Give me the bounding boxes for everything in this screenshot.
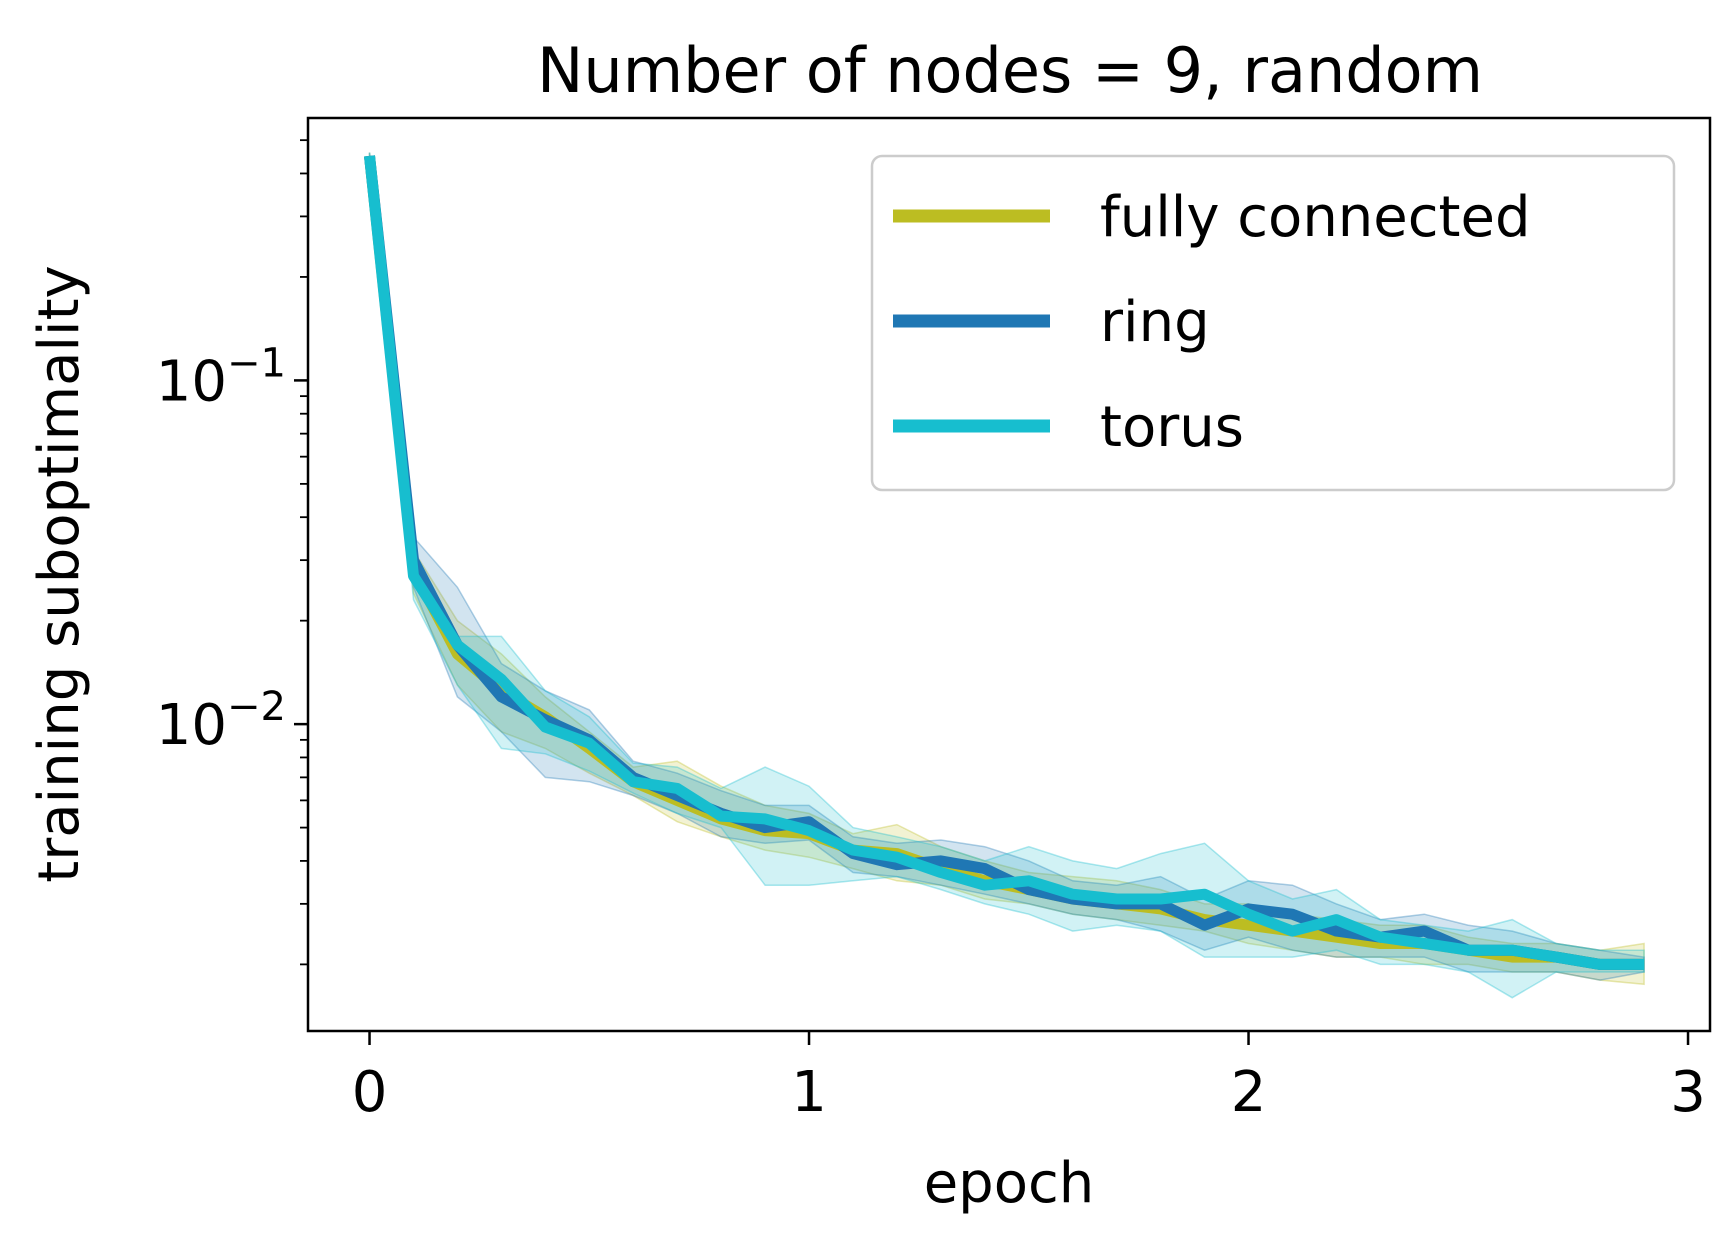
series-lines <box>364 155 1645 970</box>
axes-frame <box>306 116 1712 1033</box>
band-torus <box>368 152 1645 999</box>
x-axis-ticks: 0 1 2 3 <box>352 1031 1706 1125</box>
plot-area <box>364 152 1645 999</box>
line-torus <box>364 155 1645 970</box>
y-axis-ticks: 10−1 10−2 <box>156 340 308 758</box>
band-fully-connected <box>368 152 1645 986</box>
x-tick-label: 0 <box>352 1060 388 1125</box>
x-tick-label: 1 <box>791 1060 827 1125</box>
band-ring <box>368 152 1645 981</box>
y-axis-minor-ticks <box>300 139 308 966</box>
legend-box <box>870 154 1676 492</box>
y-tick-label: 10−1 <box>156 340 286 414</box>
legend: fully connected ring torus <box>870 154 1676 492</box>
legend-label-torus: torus <box>1100 395 1244 460</box>
legend-label-ring: ring <box>1100 290 1210 355</box>
y-axis-label: training suboptimality <box>27 265 92 882</box>
x-tick-label: 3 <box>1670 1060 1706 1125</box>
x-axis-label: epoch <box>924 1151 1095 1216</box>
legend-label-fully-connected: fully connected <box>1100 185 1531 250</box>
x-tick-label: 2 <box>1231 1060 1267 1125</box>
confidence-bands <box>368 152 1645 999</box>
y-tick-label: 10−2 <box>156 684 286 758</box>
chart-title: Number of nodes = 9, random <box>537 34 1483 107</box>
